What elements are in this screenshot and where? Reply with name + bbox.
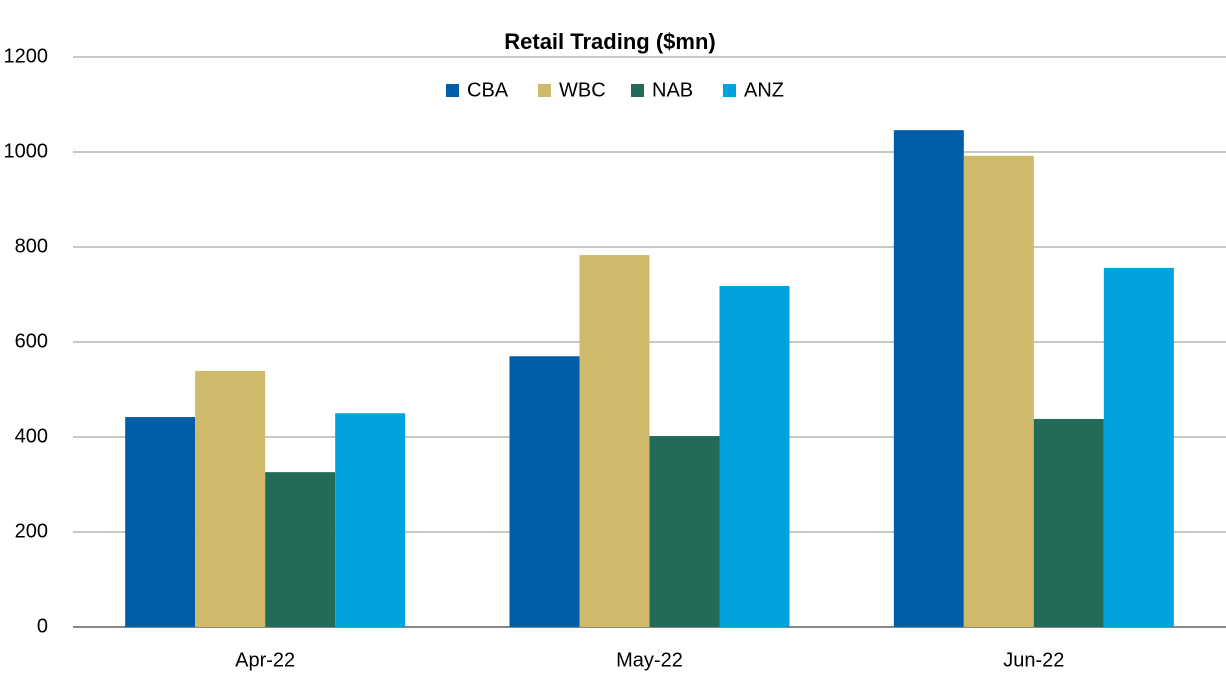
bar (335, 413, 406, 627)
bar (125, 417, 196, 627)
bar (195, 370, 266, 627)
y-tick-label: 800 (15, 235, 48, 257)
bar (579, 255, 650, 627)
x-tick-label: Jun-22 (1003, 649, 1064, 671)
bar (1033, 418, 1104, 627)
y-tick-label: 1000 (4, 140, 49, 162)
y-tick-label: 200 (15, 520, 48, 542)
bar (719, 285, 790, 627)
x-tick-label: Apr-22 (235, 649, 295, 671)
bar (1103, 267, 1174, 627)
bar (893, 130, 964, 627)
x-tick-label: May-22 (616, 649, 683, 671)
bar (509, 356, 580, 627)
legend-swatch (446, 84, 459, 97)
y-tick-label: 600 (15, 330, 48, 352)
chart-title: Retail Trading ($mn) (504, 29, 715, 54)
legend-label: CBA (467, 79, 509, 101)
y-tick-label: 0 (37, 615, 48, 637)
legend-label: NAB (652, 79, 693, 101)
bar (649, 436, 720, 627)
y-tick-label: 1200 (4, 45, 49, 67)
y-tick-label: 400 (15, 425, 48, 447)
bar (265, 472, 336, 627)
legend-label: WBC (559, 79, 606, 101)
legend-swatch (631, 84, 644, 97)
bar (963, 155, 1034, 628)
legend-swatch (538, 84, 551, 97)
legend-swatch (723, 84, 736, 97)
legend-label: ANZ (744, 79, 784, 101)
